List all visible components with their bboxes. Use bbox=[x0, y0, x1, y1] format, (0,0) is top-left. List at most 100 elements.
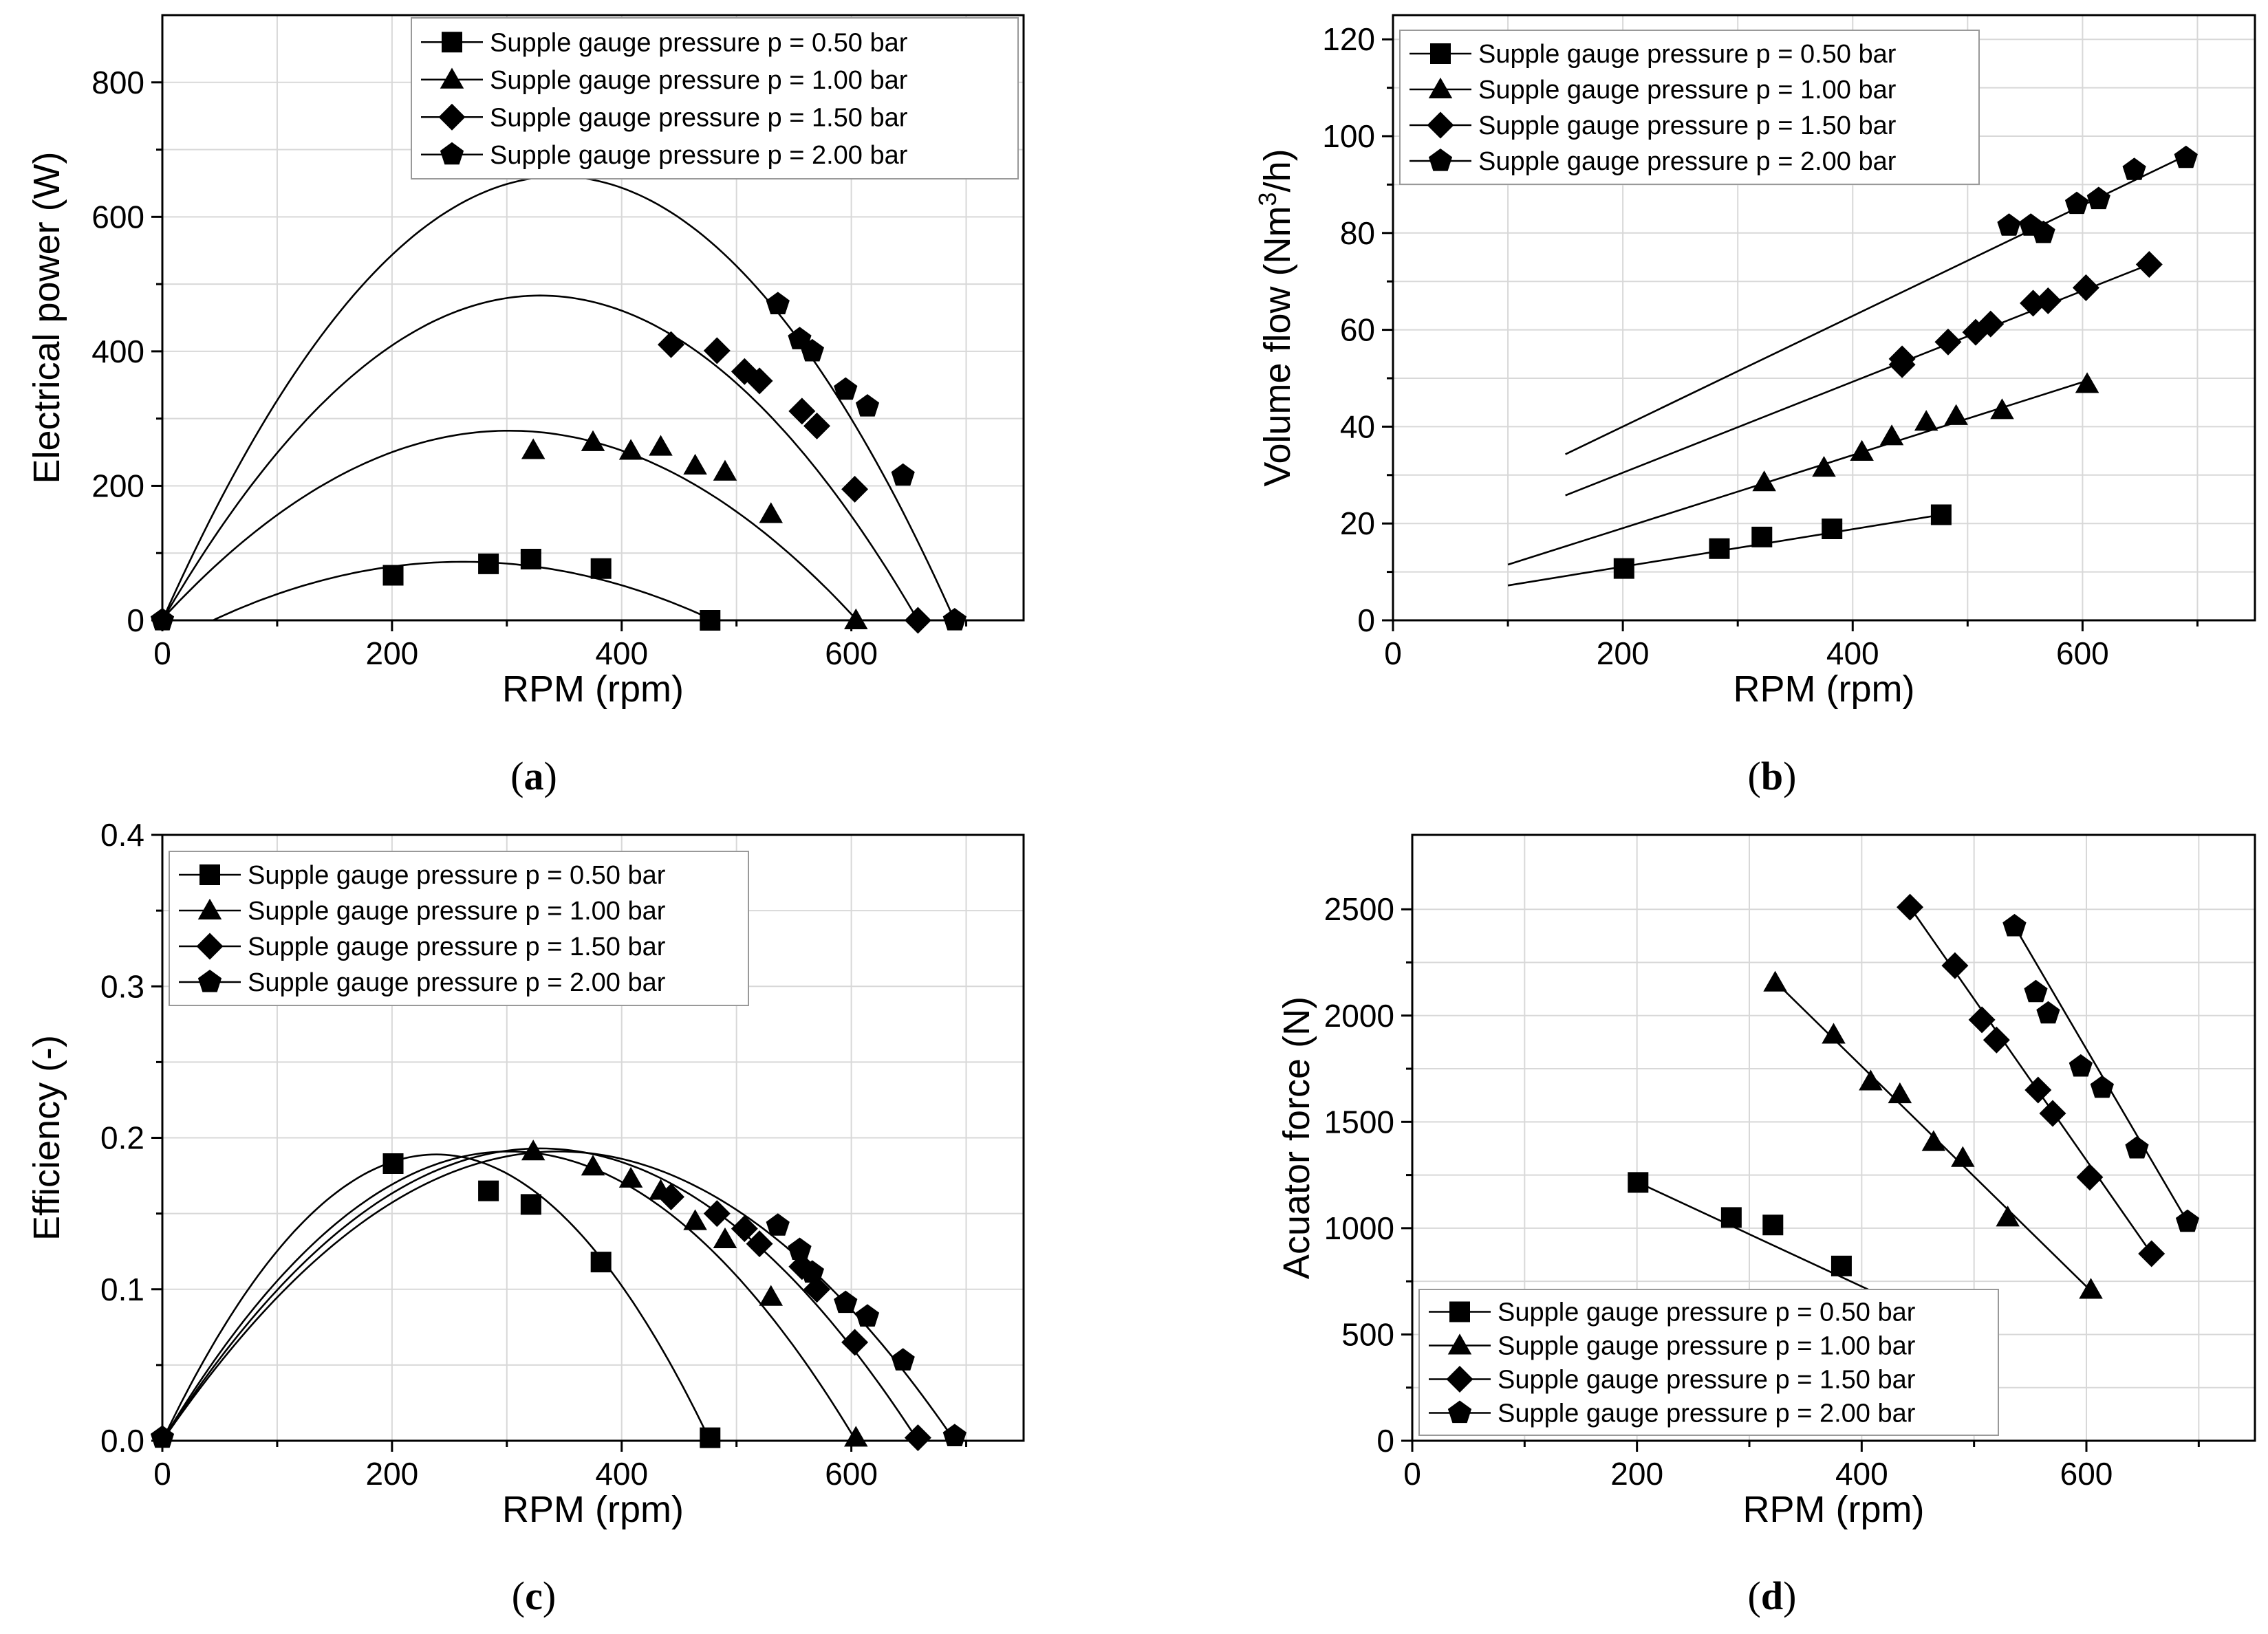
data-point-triangle bbox=[1990, 398, 2014, 420]
data-point-diamond bbox=[803, 412, 831, 439]
data-point-triangle bbox=[1879, 424, 1904, 446]
data-point-triangle bbox=[1996, 1206, 2020, 1227]
x-tick-label: 400 bbox=[1835, 1456, 1888, 1492]
y-axis-title: Acuator force (N) bbox=[1276, 996, 1317, 1279]
data-point-triangle bbox=[1822, 1023, 1846, 1044]
plot-frame bbox=[1392, 14, 2256, 622]
data-point-diamond bbox=[2135, 251, 2163, 279]
legend: Supple gauge pressure p = 0.50 bar Supple… bbox=[411, 17, 1019, 179]
data-point-triangle bbox=[521, 438, 546, 459]
fit-curves bbox=[161, 1147, 955, 1441]
x-axis-title: RPM (rpm) bbox=[1734, 668, 1915, 710]
panel-caption: (d) bbox=[1748, 1573, 1797, 1618]
data-point-square bbox=[1930, 504, 1952, 525]
data-point-square bbox=[478, 1180, 499, 1201]
data-point-diamond bbox=[1888, 345, 1916, 373]
fit-curve bbox=[161, 1147, 919, 1441]
x-tick-label: 0 bbox=[153, 635, 171, 671]
legend-marker-square bbox=[199, 864, 220, 885]
data-point-diamond bbox=[2034, 287, 2062, 314]
data-point-square bbox=[1709, 538, 1730, 559]
x-tick-label: 0 bbox=[1403, 1456, 1421, 1492]
data-point-diamond bbox=[658, 331, 685, 358]
y-axis-title: Efficiency (-) bbox=[26, 1035, 67, 1241]
legend-box bbox=[169, 851, 749, 1006]
data-point-triangle bbox=[1944, 404, 1968, 425]
y-tick-label: 0.0 bbox=[100, 1423, 144, 1459]
panel-caption: (b) bbox=[1748, 754, 1797, 798]
data-point-pentagon bbox=[855, 1304, 880, 1327]
data-point-pentagon bbox=[2002, 913, 2027, 937]
fit-curve bbox=[161, 1150, 857, 1441]
data-point-square bbox=[382, 1153, 404, 1174]
data-points bbox=[150, 1140, 966, 1452]
data-point-pentagon bbox=[942, 1424, 966, 1446]
legend-marker-diamond bbox=[1427, 111, 1454, 139]
x-tick-label: 600 bbox=[2060, 1456, 2113, 1492]
data-point-diamond bbox=[2024, 1076, 2052, 1104]
x-tick-label: 0 bbox=[1384, 635, 1402, 671]
y-tick-label: 100 bbox=[1322, 118, 1375, 154]
data-point-pentagon bbox=[834, 377, 858, 400]
data-point-triangle bbox=[581, 430, 605, 451]
panel-d: 0 200 400 600 0 500 1000 1500 2000 2500 RPM (rpm) A… bbox=[1276, 834, 2256, 1618]
data-point-triangle bbox=[759, 1285, 783, 1306]
y-tick-label: 0 bbox=[127, 602, 144, 638]
legend-label: Supple gauge pressure p = 1.00 bar bbox=[490, 66, 908, 95]
legend-box bbox=[1399, 30, 1980, 185]
x-tick-label: 200 bbox=[365, 1456, 418, 1492]
legend-label: Supple gauge pressure p = 1.50 bar bbox=[248, 933, 666, 961]
data-point-triangle bbox=[581, 1155, 605, 1176]
data-point-square bbox=[478, 553, 499, 574]
ticks: 0 200 400 600 0 20 40 60 80 100 120 bbox=[1322, 21, 2199, 671]
legend: Supple gauge pressure p = 0.50 bar Supple… bbox=[169, 851, 749, 1006]
data-point-diamond bbox=[841, 475, 869, 503]
data-point-square bbox=[382, 565, 404, 586]
data-point-triangle bbox=[844, 608, 868, 629]
y-tick-label: 1500 bbox=[1324, 1104, 1394, 1140]
data-point-diamond bbox=[788, 397, 816, 425]
y-axis-title: Volume flow (Nm3/h) bbox=[1253, 149, 1299, 486]
data-points bbox=[150, 292, 966, 634]
legend-box bbox=[411, 17, 1019, 179]
legend-label: Supple gauge pressure p = 2.00 bar bbox=[248, 968, 666, 997]
y-tick-label: 60 bbox=[1340, 312, 1375, 348]
x-tick-label: 200 bbox=[365, 635, 418, 671]
data-point-diamond bbox=[2138, 1240, 2166, 1267]
legend-marker-diamond bbox=[1446, 1366, 1473, 1393]
y-tick-label: 40 bbox=[1340, 408, 1375, 444]
legend-label: Supple gauge pressure p = 1.50 bar bbox=[1498, 1366, 1916, 1395]
panel-c: 0 200 400 600 0.0 0.1 0.2 0.3 0.4 RPM (rpm) Effici… bbox=[26, 817, 1025, 1618]
x-tick-label: 0 bbox=[153, 1456, 171, 1492]
legend-label: Supple gauge pressure p = 0.50 bar bbox=[1498, 1298, 1916, 1327]
data-point-pentagon bbox=[2086, 186, 2110, 210]
legend: Supple gauge pressure p = 0.50 bar Supple… bbox=[1418, 1289, 1999, 1436]
data-point-pentagon bbox=[2125, 1136, 2149, 1159]
x-tick-label: 600 bbox=[825, 635, 878, 671]
legend-label: Supple gauge pressure p = 1.50 bar bbox=[490, 103, 908, 132]
y-tick-label: 120 bbox=[1322, 21, 1375, 57]
data-point-square bbox=[520, 1194, 541, 1215]
legend-label: Supple gauge pressure p = 2.00 bar bbox=[1478, 147, 1897, 176]
legend-marker-square bbox=[442, 32, 462, 53]
data-point-pentagon bbox=[2090, 1075, 2114, 1098]
data-point-pentagon bbox=[766, 292, 790, 314]
legend-label: Supple gauge pressure p = 0.50 bar bbox=[248, 861, 666, 890]
y-tick-label: 2500 bbox=[1324, 891, 1394, 927]
data-point-square bbox=[590, 1252, 612, 1273]
fit-curve bbox=[1637, 1181, 1911, 1310]
data-point-pentagon bbox=[942, 608, 966, 631]
x-axis-title: RPM (rpm) bbox=[502, 668, 684, 710]
data-point-square bbox=[590, 558, 612, 579]
y-tick-label: 0 bbox=[1357, 602, 1375, 638]
data-point-pentagon bbox=[2064, 191, 2089, 215]
data-point-square bbox=[1628, 1172, 1649, 1193]
legend-label: Supple gauge pressure p = 0.50 bar bbox=[1478, 40, 1897, 69]
fit-curve bbox=[1565, 263, 2150, 497]
legend-marker-diamond bbox=[438, 103, 466, 131]
data-point-diamond bbox=[703, 1200, 731, 1228]
data-point-diamond bbox=[2039, 1100, 2066, 1127]
data-points bbox=[1628, 893, 2200, 1299]
legend-marker-pentagon bbox=[197, 970, 222, 992]
y-tick-label: 0.1 bbox=[100, 1272, 144, 1307]
